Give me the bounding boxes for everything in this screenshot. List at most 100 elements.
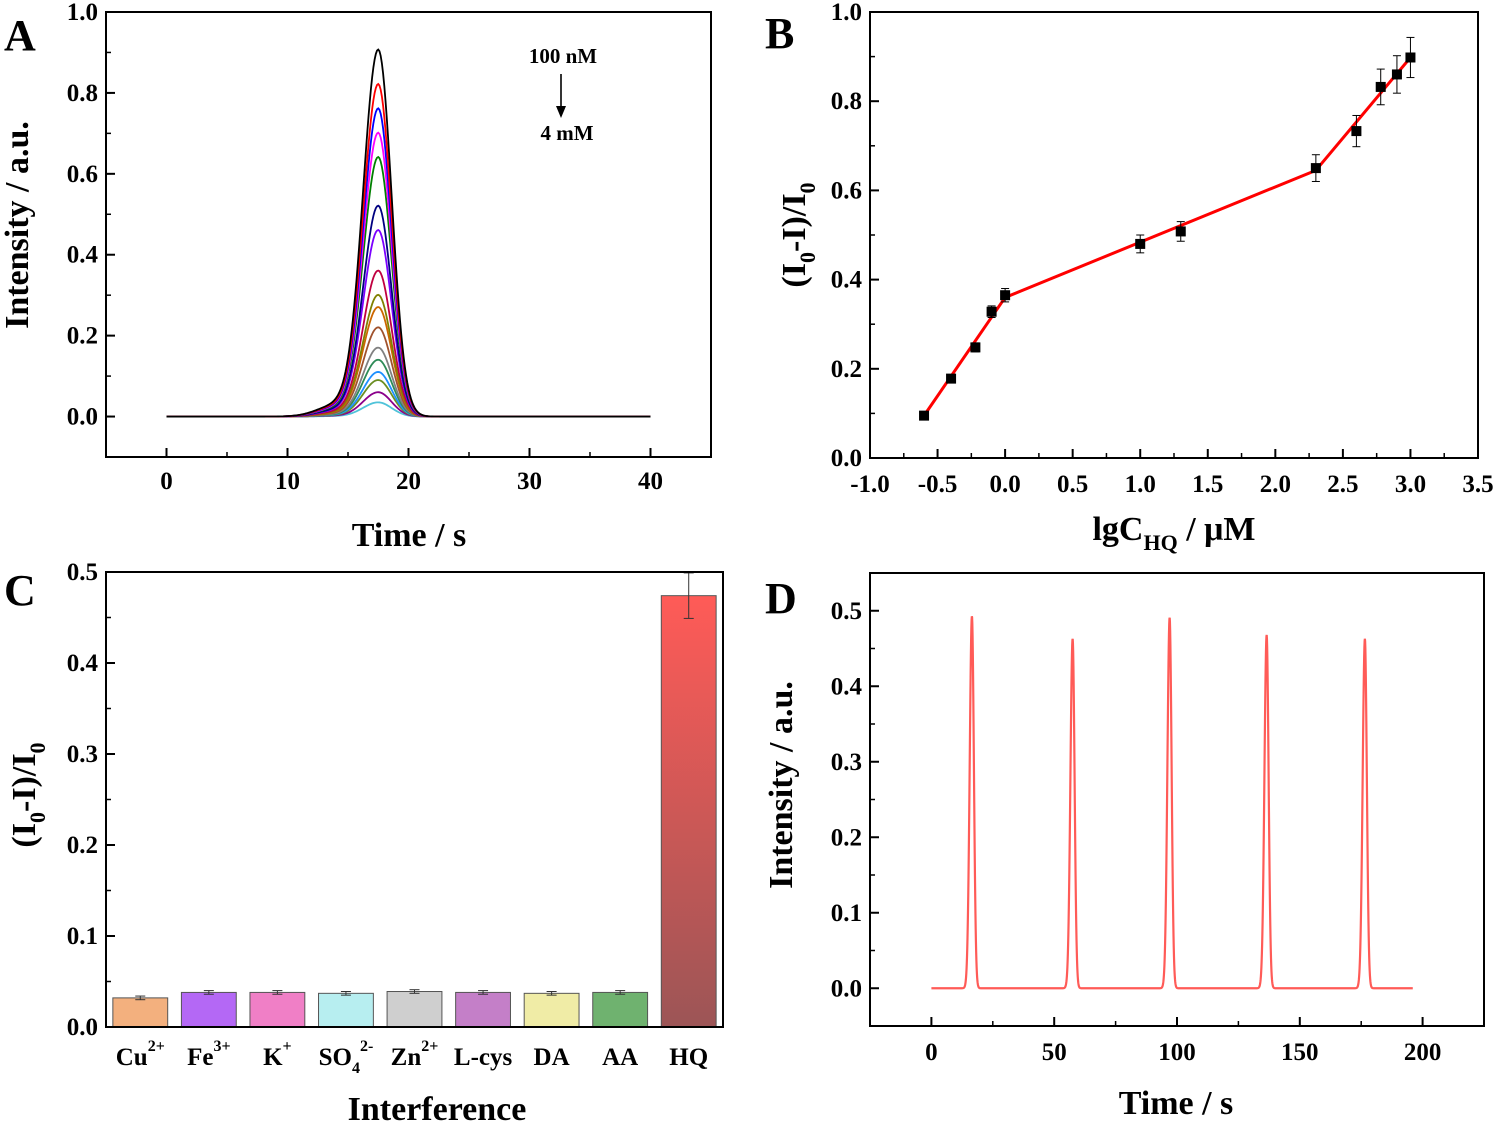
- panel-c-ylabel-sub2: 0: [25, 742, 50, 753]
- panel-c-category-base: AA: [602, 1044, 638, 1071]
- panel-d-xtick-label: 200: [1404, 1039, 1442, 1066]
- panel-c-category-base: Zn: [391, 1044, 422, 1071]
- panel-c-category-sup: 3+: [213, 1038, 230, 1055]
- panel-d-ytick-label: 0.5: [831, 598, 862, 625]
- panel-b-xtick-label: 2.0: [1260, 471, 1291, 498]
- panel-b-xtick-label: 3.0: [1395, 471, 1426, 498]
- panel-b-xtick-label: -0.5: [918, 471, 958, 498]
- panel-c-bar: [660, 595, 717, 1028]
- panel-a-ylabel: Intensity / a.u.: [0, 121, 36, 329]
- panel-a-xtick-label: 10: [275, 468, 300, 495]
- panel-d-xlabel: Time / s: [1119, 1085, 1234, 1122]
- panel-c-category-base: SO: [319, 1044, 352, 1071]
- panel-c-bar: [455, 991, 511, 1028]
- panel-c-category-label: K+: [263, 1038, 292, 1071]
- panel-c-category-label: HQ: [669, 1044, 708, 1071]
- panel-a-letter: A: [4, 11, 36, 60]
- panel-b-ylabel-p2: -I)/I: [776, 193, 813, 252]
- annotation-4mm: 4 mM: [540, 121, 593, 145]
- panel-b-ytick-label: 0.6: [831, 177, 862, 204]
- panel-d: D 0 50 100 150 200 0.0 0.1 0.2 0.3 0.4 0.5 Time / …: [763, 572, 1485, 1122]
- panel-b-letter: B: [765, 9, 794, 58]
- panel-c-category-label: Cu2+: [116, 1038, 165, 1071]
- panel-b-ytick-label: 0.0: [831, 445, 862, 472]
- annotation-arrow-head: [556, 106, 566, 118]
- panel-a-xtick-label: 20: [396, 468, 421, 495]
- panel-c-category-label: Fe3+: [187, 1038, 231, 1071]
- panel-a-xtick-label: 30: [517, 468, 542, 495]
- panel-c-ylabel-p2: -I)/I: [6, 753, 43, 812]
- panel-b-xlabel: lgCHQ / μM: [1092, 511, 1255, 555]
- panel-a-series-line: [166, 48, 651, 418]
- panel-d-ytick-label: 0.4: [831, 673, 863, 700]
- panel-b-data-point: [1310, 163, 1321, 174]
- panel-a-series-line: [166, 107, 651, 418]
- panel-a-series-line: [166, 131, 651, 418]
- panel-b-frame: [869, 11, 1479, 459]
- panel-b-xlabel-main: lgC: [1092, 511, 1143, 548]
- panel-b-ytick-label: 0.8: [831, 88, 862, 115]
- panel-b-ylabel-sub1: 0: [795, 252, 820, 263]
- panel-c-category-label: SO42-: [319, 1038, 374, 1077]
- panel-b-fit-line: [1004, 168, 1317, 299]
- panel-b-data-point: [946, 373, 957, 384]
- panel-c-category-label: L-cys: [454, 1044, 513, 1071]
- panel-b-ytick-label: 1.0: [831, 0, 862, 26]
- panel-c-ytick-label: 0.2: [67, 832, 98, 859]
- panel-b-xtick-label: 0.0: [989, 471, 1020, 498]
- panel-c-bar: [523, 992, 580, 1028]
- panel-b-data-point: [919, 410, 930, 421]
- panel-b-data-point: [1135, 238, 1146, 249]
- panel-b-data-point: [1405, 52, 1416, 63]
- panel-b-xtick-label: 2.5: [1327, 471, 1358, 498]
- panel-c-ytick-label: 0.5: [67, 559, 98, 586]
- panel-d-xtick-label: 150: [1281, 1039, 1319, 1066]
- panel-d-xtick-label: 100: [1158, 1039, 1196, 1066]
- panel-d-xtick-label: 50: [1042, 1039, 1067, 1066]
- panel-a-ytick-label: 0.2: [67, 323, 98, 350]
- panel-d-ytick-label: 0.2: [831, 824, 862, 851]
- panel-c-bar: [112, 997, 169, 1028]
- panel-b-xtick-label: 1.0: [1125, 471, 1156, 498]
- panel-b-ylabel: (I0-I)/I0: [776, 182, 820, 287]
- panel-d-series-line: [931, 616, 1413, 990]
- panel-a-ytick-label: 0.8: [67, 80, 98, 107]
- panel-a-xtick-label: 0: [160, 468, 173, 495]
- panel-d-ytick-label: 0.0: [831, 975, 862, 1002]
- panel-c-category-label: Zn2+: [391, 1038, 439, 1071]
- panel-a-series-line: [166, 155, 651, 418]
- panel-d-xtick-label: 0: [925, 1039, 938, 1066]
- panel-c-bar: [180, 991, 237, 1028]
- panel-d-ytick-label: 0.3: [831, 749, 862, 776]
- panel-d-frame: [869, 572, 1485, 1027]
- panel-a: A 0 10 20 30 40 0.0 0.2 0.4 0.6 0.8 1.0 Time / s I…: [0, 0, 712, 554]
- panel-b-data-point: [1000, 290, 1011, 301]
- annotation-100nm: 100 nM: [529, 44, 597, 68]
- panel-b-data-point: [986, 306, 997, 317]
- panel-c-bar: [249, 991, 306, 1028]
- panel-b-ytick-label: 0.4: [831, 267, 863, 294]
- panel-c-letter: C: [4, 566, 36, 615]
- panel-b-xlabel-tail: / μM: [1178, 511, 1256, 548]
- panel-b-xtick-label: -1.0: [850, 471, 890, 498]
- panel-c-category-base: L-cys: [454, 1044, 513, 1071]
- panel-c-ylabel-p1: (I: [6, 823, 43, 848]
- panel-b-ylabel-p1: (I: [776, 263, 813, 288]
- panel-c-ytick-label: 0.0: [67, 1014, 98, 1041]
- panel-b-ytick-label: 0.2: [831, 356, 862, 383]
- panel-d-ylabel: Intensity / a.u.: [763, 681, 800, 889]
- panel-d-ytick-label: 0.1: [831, 900, 862, 927]
- panel-c-category-sup: +: [283, 1038, 292, 1055]
- panel-c-category-base: DA: [534, 1044, 570, 1071]
- panel-c-category-sub: 4: [352, 1060, 360, 1077]
- panel-c-bar: [318, 992, 374, 1028]
- panel-c-category-label: DA: [534, 1044, 570, 1071]
- panel-c-category-sup: 2-: [360, 1038, 373, 1055]
- panel-b-xtick-label: 3.5: [1462, 471, 1493, 498]
- panel-b-data-point: [970, 342, 981, 353]
- panel-b-xtick-label: 0.5: [1057, 471, 1088, 498]
- panel-c-category-base: Cu: [116, 1044, 148, 1071]
- panel-b-xlabel-sub: HQ: [1143, 530, 1177, 555]
